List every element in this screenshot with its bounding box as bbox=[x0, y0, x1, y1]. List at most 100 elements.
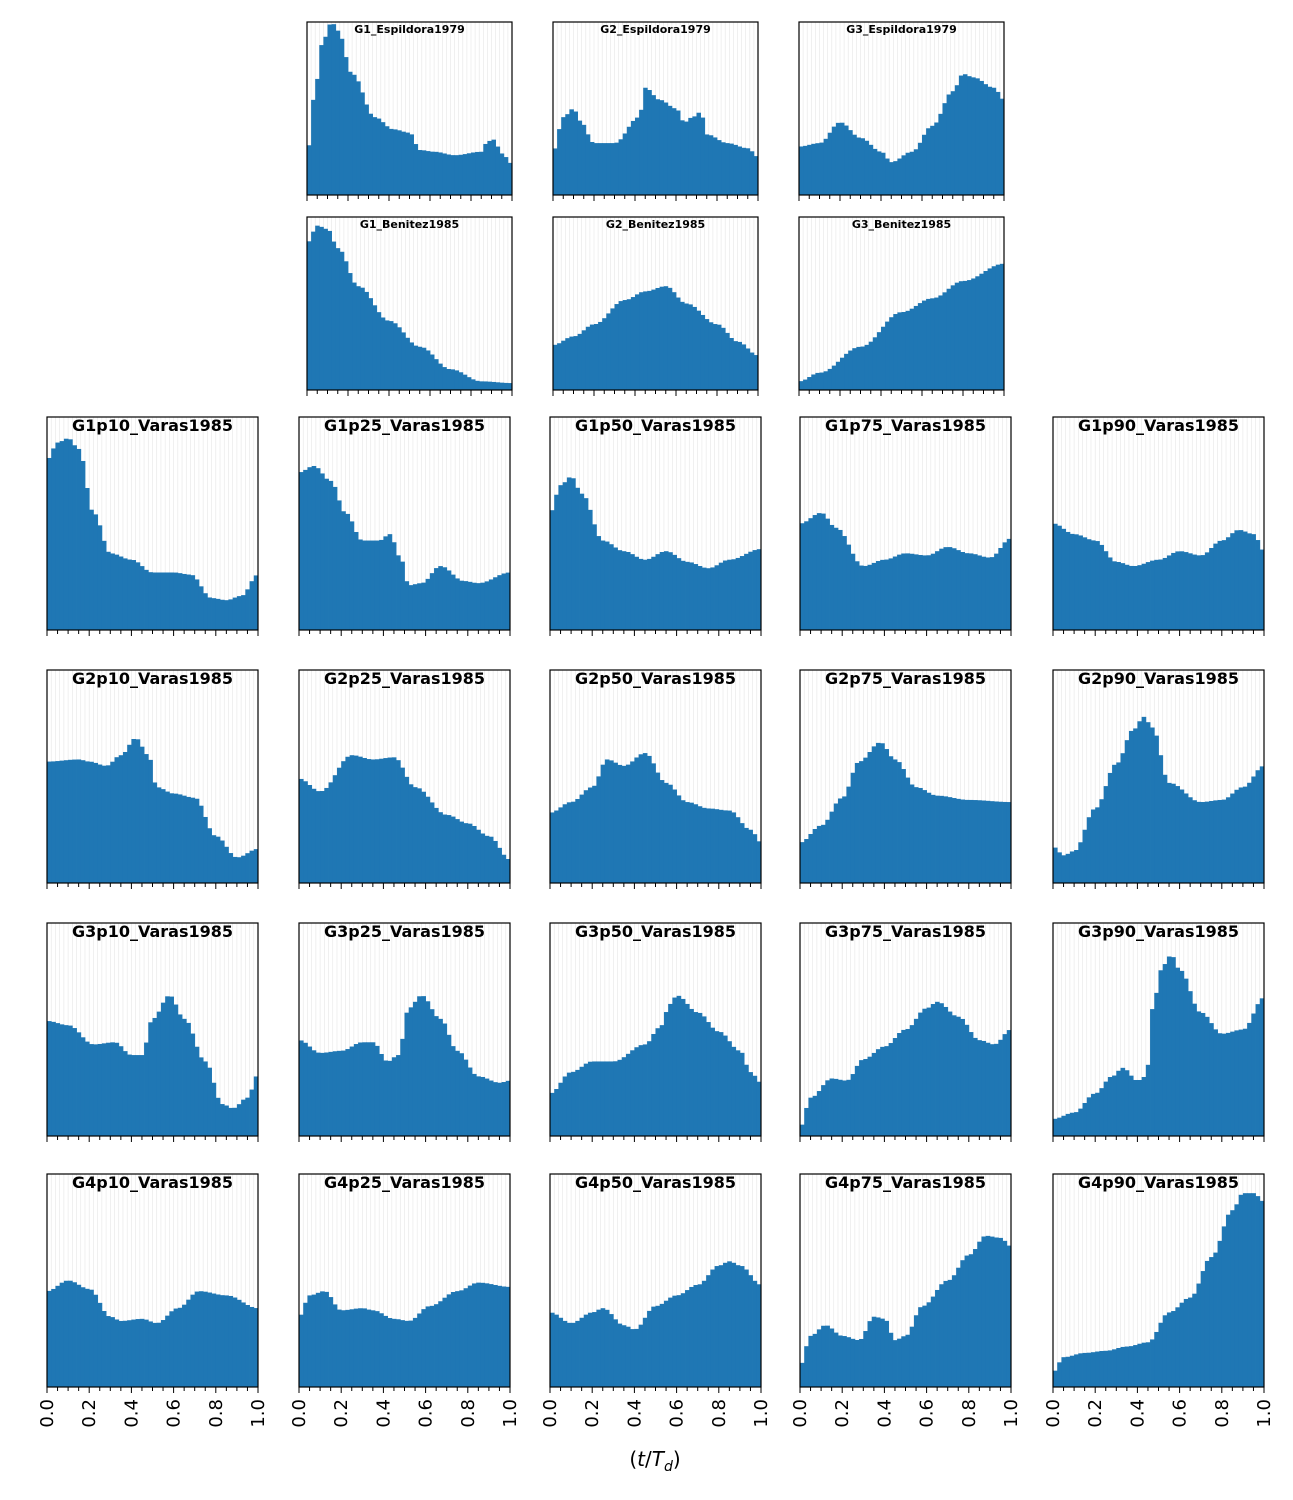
bar bbox=[748, 1275, 753, 1387]
bar bbox=[676, 297, 681, 390]
bar bbox=[635, 117, 640, 195]
bar bbox=[110, 1317, 115, 1387]
bar bbox=[731, 1262, 737, 1387]
bar bbox=[118, 1320, 124, 1387]
bar bbox=[198, 1057, 204, 1136]
bar bbox=[964, 553, 970, 630]
bar bbox=[630, 761, 635, 883]
bar bbox=[59, 760, 65, 883]
bar bbox=[160, 572, 166, 630]
bar bbox=[72, 759, 77, 883]
bar bbox=[114, 757, 120, 883]
bar bbox=[379, 1313, 384, 1387]
bar bbox=[417, 346, 423, 390]
bar bbox=[1259, 1200, 1265, 1387]
bar bbox=[635, 294, 640, 390]
bar bbox=[999, 98, 1005, 195]
bar bbox=[863, 1059, 868, 1136]
x-tick-label: 0.2 bbox=[79, 1399, 100, 1428]
bar bbox=[808, 1335, 814, 1387]
bar bbox=[837, 1335, 843, 1387]
bar bbox=[744, 1064, 749, 1136]
bar bbox=[368, 298, 373, 390]
bar bbox=[596, 536, 602, 630]
bar bbox=[391, 1318, 397, 1387]
bar bbox=[651, 556, 656, 630]
bar bbox=[497, 1082, 502, 1136]
bar bbox=[558, 1317, 564, 1387]
subplot-title: G1_Benitez1985 bbox=[360, 218, 459, 231]
bar bbox=[846, 544, 852, 630]
bar bbox=[1204, 552, 1210, 630]
bar bbox=[625, 552, 631, 630]
bar bbox=[203, 816, 208, 883]
bar bbox=[446, 368, 451, 390]
bar bbox=[400, 1038, 405, 1136]
bar bbox=[565, 114, 570, 195]
bar bbox=[850, 1074, 856, 1136]
bar bbox=[659, 552, 665, 630]
bar bbox=[425, 796, 431, 883]
bar bbox=[97, 1043, 103, 1136]
bar bbox=[808, 834, 814, 883]
bar bbox=[332, 775, 338, 883]
subplot-G4p50_Varas1985: G4p50_Varas1985 bbox=[549, 1173, 762, 1393]
subplot-G3p90_Varas1985: G3p90_Varas1985 bbox=[1052, 922, 1265, 1142]
bar bbox=[404, 581, 410, 630]
bar bbox=[1069, 1112, 1075, 1136]
bar bbox=[97, 764, 103, 883]
bar bbox=[1006, 1245, 1012, 1387]
bar bbox=[1133, 1345, 1138, 1387]
bar bbox=[1086, 817, 1092, 883]
bar bbox=[643, 291, 648, 390]
bar bbox=[396, 1319, 401, 1387]
bar bbox=[80, 1037, 86, 1136]
bar bbox=[901, 553, 906, 630]
bar bbox=[672, 997, 677, 1136]
bar bbox=[1175, 1307, 1180, 1387]
bar bbox=[721, 327, 726, 390]
bar bbox=[583, 1314, 589, 1387]
bar bbox=[651, 1306, 656, 1387]
bar bbox=[663, 102, 669, 195]
bar bbox=[812, 515, 818, 630]
bar bbox=[1065, 531, 1071, 630]
bar bbox=[892, 556, 898, 630]
bar bbox=[76, 448, 82, 630]
bar bbox=[497, 847, 502, 883]
bar bbox=[575, 798, 580, 883]
bar bbox=[507, 383, 513, 390]
bar bbox=[985, 1235, 991, 1387]
bar bbox=[412, 1317, 418, 1387]
bar bbox=[472, 1073, 477, 1136]
subplot-G4p90_Varas1985: G4p90_Varas1985 bbox=[1052, 1173, 1265, 1393]
bar bbox=[1230, 1210, 1235, 1387]
bar bbox=[341, 1050, 346, 1136]
bar bbox=[1162, 557, 1168, 630]
bar bbox=[913, 554, 919, 630]
bar bbox=[735, 557, 741, 630]
bar bbox=[307, 241, 312, 390]
bar bbox=[1251, 534, 1256, 630]
bar bbox=[182, 573, 187, 630]
bar bbox=[320, 473, 325, 630]
bar bbox=[405, 337, 410, 390]
bar bbox=[144, 569, 149, 630]
bar bbox=[926, 1007, 932, 1136]
bar bbox=[459, 1290, 464, 1387]
bar bbox=[434, 1304, 439, 1387]
bar bbox=[938, 113, 943, 195]
bar bbox=[693, 1012, 699, 1136]
bar bbox=[701, 567, 707, 630]
bar bbox=[376, 312, 382, 390]
bar bbox=[956, 798, 961, 883]
bar bbox=[404, 1012, 410, 1136]
bar bbox=[211, 1293, 217, 1387]
bar bbox=[493, 1284, 498, 1387]
bar bbox=[442, 1023, 448, 1136]
bar bbox=[391, 757, 397, 883]
bar bbox=[739, 1266, 745, 1387]
bar bbox=[833, 1078, 839, 1136]
bar bbox=[960, 1018, 965, 1136]
bar bbox=[374, 540, 380, 630]
